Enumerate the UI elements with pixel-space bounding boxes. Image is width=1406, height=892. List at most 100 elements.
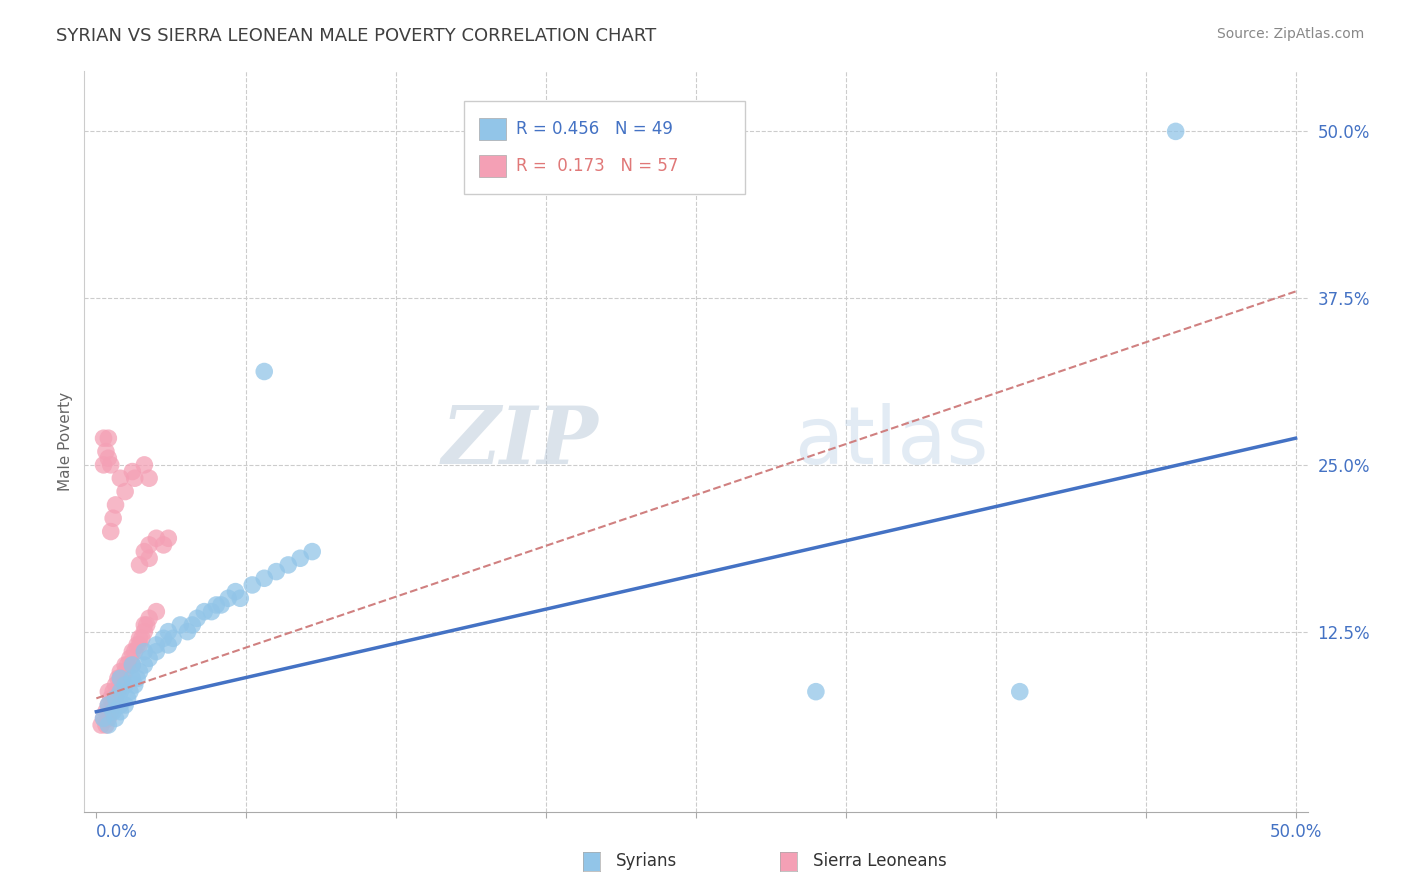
- Point: [97, 698, 120, 712]
- Point: [121, 645, 143, 659]
- Point: [290, 551, 312, 566]
- Point: [121, 671, 143, 685]
- Text: atlas: atlas: [794, 402, 988, 481]
- Point: [110, 671, 132, 685]
- Y-axis label: Male Poverty: Male Poverty: [58, 392, 73, 491]
- Point: [100, 705, 122, 719]
- Point: [104, 498, 127, 512]
- Point: [145, 531, 167, 545]
- Point: [124, 678, 146, 692]
- Point: [253, 364, 276, 378]
- FancyBboxPatch shape: [464, 101, 745, 194]
- Point: [94, 718, 117, 732]
- Point: [138, 471, 160, 485]
- Point: [104, 691, 127, 706]
- Point: [176, 624, 198, 639]
- Point: [97, 684, 120, 698]
- Text: R =  0.173   N = 57: R = 0.173 N = 57: [516, 157, 679, 175]
- Point: [121, 657, 143, 672]
- Point: [100, 458, 122, 472]
- Point: [118, 651, 141, 665]
- Point: [114, 484, 136, 499]
- Point: [138, 551, 160, 566]
- Point: [93, 431, 115, 445]
- Point: [104, 691, 127, 706]
- Point: [134, 624, 156, 639]
- Point: [127, 638, 149, 652]
- Point: [101, 705, 124, 719]
- Point: [110, 705, 132, 719]
- Point: [200, 605, 222, 619]
- Point: [145, 605, 167, 619]
- Point: [124, 471, 146, 485]
- Point: [264, 565, 287, 579]
- Point: [205, 598, 228, 612]
- Point: [145, 638, 167, 652]
- Point: [128, 665, 150, 679]
- Point: [128, 638, 150, 652]
- Point: [110, 671, 132, 685]
- Point: [90, 718, 112, 732]
- Point: [97, 718, 120, 732]
- Point: [134, 645, 156, 659]
- Point: [100, 524, 122, 539]
- Point: [169, 618, 191, 632]
- Point: [104, 711, 127, 725]
- Point: [104, 678, 127, 692]
- Point: [193, 605, 215, 619]
- Point: [97, 451, 120, 466]
- Point: [101, 698, 124, 712]
- Point: [110, 698, 132, 712]
- Point: [135, 618, 157, 632]
- Point: [128, 632, 150, 646]
- Point: [94, 444, 117, 458]
- Point: [224, 584, 246, 599]
- Point: [134, 458, 156, 472]
- Text: SYRIAN VS SIERRA LEONEAN MALE POVERTY CORRELATION CHART: SYRIAN VS SIERRA LEONEAN MALE POVERTY CO…: [56, 27, 657, 45]
- Text: 50.0%: 50.0%: [1270, 823, 1322, 841]
- Point: [152, 538, 174, 552]
- Point: [93, 711, 115, 725]
- Point: [114, 665, 136, 679]
- Point: [118, 684, 141, 698]
- Point: [157, 624, 180, 639]
- Point: [301, 544, 323, 558]
- Point: [110, 678, 132, 692]
- Point: [134, 618, 156, 632]
- Text: Source: ZipAtlas.com: Source: ZipAtlas.com: [1216, 27, 1364, 41]
- Point: [134, 544, 156, 558]
- Point: [127, 671, 149, 685]
- Text: 0.0%: 0.0%: [97, 823, 138, 841]
- Point: [229, 591, 252, 606]
- Point: [93, 458, 115, 472]
- Point: [107, 684, 129, 698]
- Point: [114, 657, 136, 672]
- Point: [97, 698, 120, 712]
- Point: [100, 691, 122, 706]
- Point: [186, 611, 208, 625]
- Point: [131, 632, 153, 646]
- Point: [138, 611, 160, 625]
- Point: [804, 684, 827, 698]
- Text: ZIP: ZIP: [441, 403, 598, 480]
- Point: [152, 632, 174, 646]
- Point: [107, 671, 129, 685]
- Point: [117, 657, 139, 672]
- Point: [253, 571, 276, 585]
- Point: [217, 591, 239, 606]
- FancyBboxPatch shape: [479, 155, 506, 178]
- Text: R = 0.456   N = 49: R = 0.456 N = 49: [516, 120, 673, 138]
- Point: [110, 684, 132, 698]
- Point: [124, 645, 146, 659]
- Point: [110, 665, 132, 679]
- Point: [94, 705, 117, 719]
- Text: Sierra Leoneans: Sierra Leoneans: [813, 852, 946, 870]
- Point: [145, 645, 167, 659]
- Point: [1008, 684, 1031, 698]
- FancyBboxPatch shape: [479, 118, 506, 140]
- Point: [110, 471, 132, 485]
- Point: [121, 465, 143, 479]
- Point: [157, 531, 180, 545]
- Point: [157, 638, 180, 652]
- Point: [162, 632, 184, 646]
